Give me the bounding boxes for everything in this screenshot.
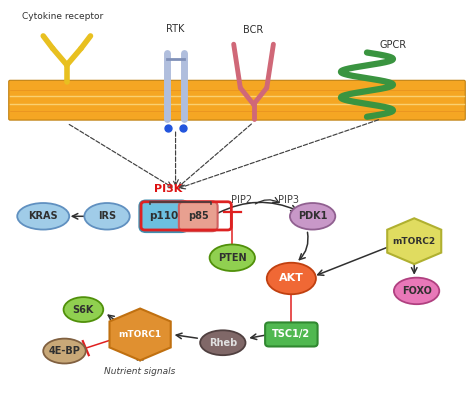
Ellipse shape [394, 277, 439, 304]
Ellipse shape [267, 263, 316, 294]
Text: Rheb: Rheb [209, 338, 237, 348]
Text: mTORC2: mTORC2 [392, 237, 436, 246]
Text: mTORC1: mTORC1 [118, 330, 162, 339]
Text: p110: p110 [149, 211, 178, 221]
Ellipse shape [200, 330, 246, 355]
Ellipse shape [290, 203, 335, 230]
Ellipse shape [64, 297, 103, 322]
Text: 4E-BP: 4E-BP [48, 346, 81, 356]
Text: Cytokine receptor: Cytokine receptor [21, 12, 103, 22]
Ellipse shape [43, 339, 86, 364]
Polygon shape [109, 309, 171, 360]
FancyBboxPatch shape [9, 80, 465, 120]
Text: KRAS: KRAS [28, 211, 58, 221]
Polygon shape [387, 218, 441, 264]
Text: PTEN: PTEN [218, 253, 246, 263]
Text: BCR: BCR [244, 25, 264, 35]
Text: PI3K: PI3K [155, 184, 182, 194]
Text: TSC1/2: TSC1/2 [272, 329, 310, 339]
Text: PDK1: PDK1 [298, 211, 328, 221]
Text: p85: p85 [188, 211, 209, 221]
Text: FOXO: FOXO [401, 286, 431, 296]
Text: AKT: AKT [279, 273, 304, 283]
Ellipse shape [17, 203, 69, 230]
Text: RTK: RTK [166, 24, 185, 34]
Text: S6K: S6K [73, 305, 94, 314]
Text: PIP3: PIP3 [279, 195, 300, 205]
FancyBboxPatch shape [265, 322, 318, 347]
Text: IRS: IRS [98, 211, 116, 221]
FancyBboxPatch shape [139, 201, 188, 232]
Ellipse shape [84, 203, 130, 230]
Text: PIP2: PIP2 [231, 195, 252, 205]
Text: Nutrient signals: Nutrient signals [104, 367, 176, 376]
Text: GPCR: GPCR [379, 40, 407, 50]
Ellipse shape [210, 245, 255, 271]
FancyBboxPatch shape [179, 201, 218, 231]
